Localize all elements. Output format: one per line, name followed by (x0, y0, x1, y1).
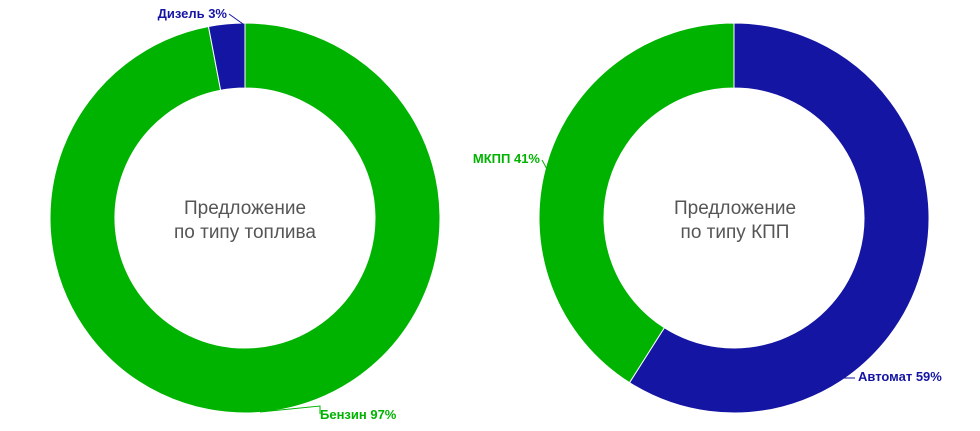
slice-label-avtomat: Автомат 59% (858, 369, 942, 384)
fuel-label-leaders (228, 13, 321, 414)
transmission-chart-title-line-1: Предложение (674, 198, 796, 219)
fuel-type-donut-chart: Предложение по типу топлива Бензин 97% Д… (49, 6, 441, 422)
donut-slice-бензин[interactable] (49, 22, 441, 414)
donut-slice-дизель[interactable] (207, 22, 246, 91)
donut-slice-автомат[interactable] (628, 22, 930, 414)
transmission-chart-title-line-2: по типу КПП (681, 222, 790, 243)
fuel-slices (49, 22, 441, 414)
leader-line-мкпп (541, 159, 549, 172)
leader-line-дизель (228, 13, 244, 25)
slice-label-benzin: Бензин 97% (320, 407, 397, 422)
transmission-label-leaders (541, 159, 855, 379)
fuel-chart-title-line-2: по типу топлива (174, 222, 316, 243)
transmission-slices (538, 22, 930, 414)
leader-line-бензин (259, 405, 321, 414)
slice-label-dizel: Дизель 3% (158, 6, 228, 21)
fuel-chart-title-line-1: Предложение (184, 198, 306, 219)
donut-slice-мкпп[interactable] (538, 22, 735, 384)
slice-label-mkpp: МКПП 41% (473, 151, 541, 166)
transmission-type-donut-chart: Предложение по типу КПП Автомат 59% МКПП… (473, 0, 980, 431)
